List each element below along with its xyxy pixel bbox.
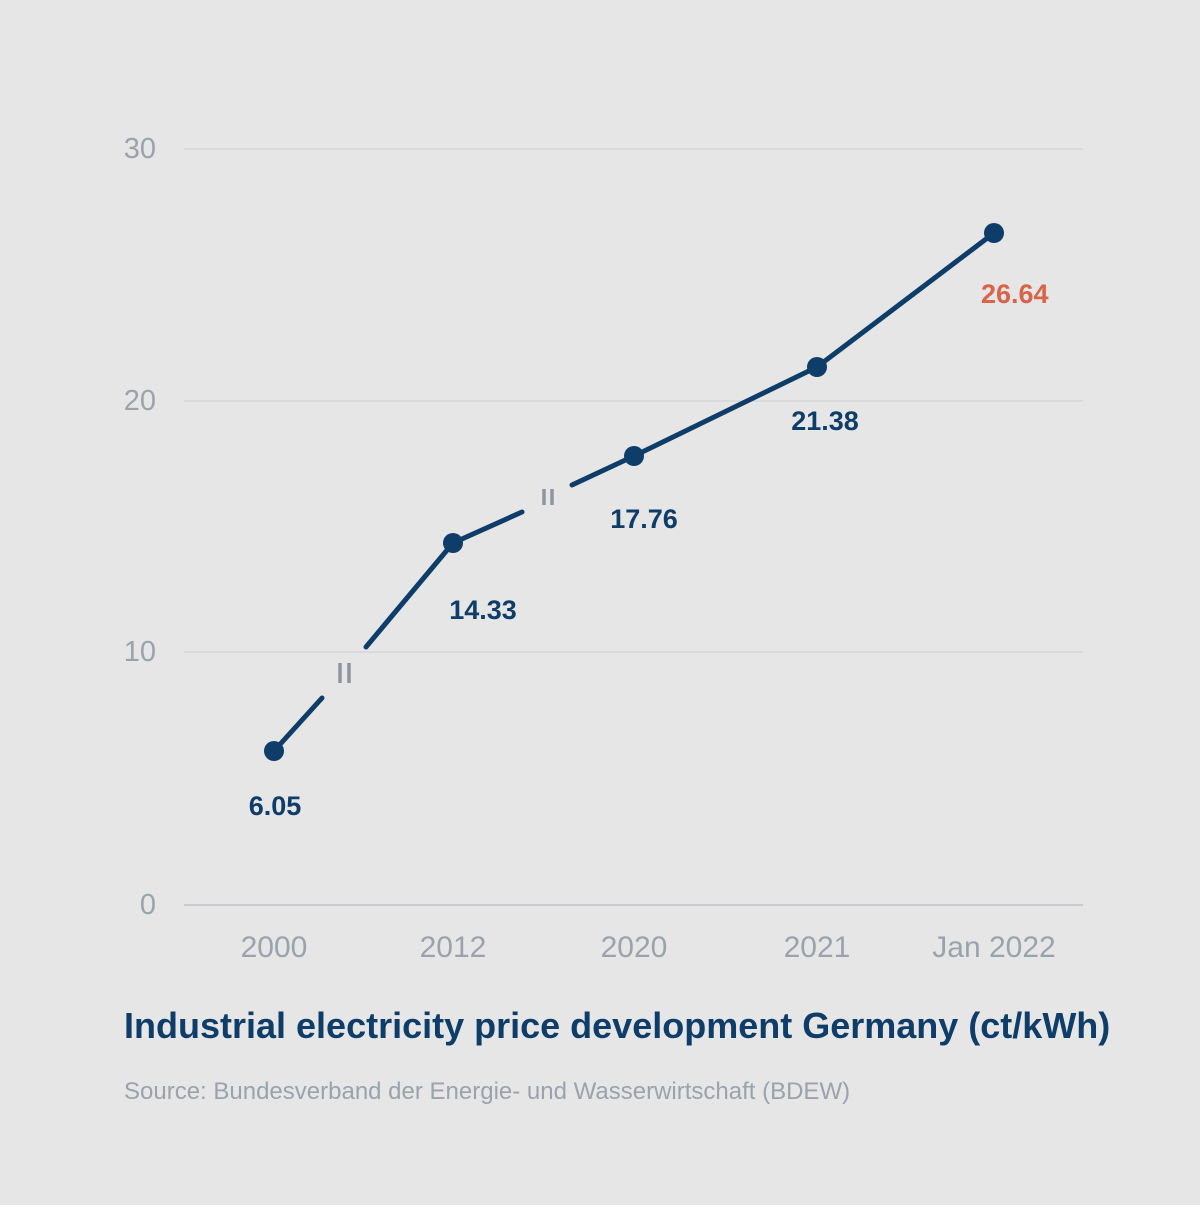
svg-text:Source: Bundesverband der Ener: Source: Bundesverband der Energie- und W…	[124, 1078, 850, 1105]
svg-text:20: 20	[124, 385, 156, 417]
svg-text:26.64: 26.64	[981, 279, 1049, 309]
svg-text:17.76: 17.76	[610, 504, 678, 534]
svg-text:14.33: 14.33	[449, 595, 517, 625]
svg-text:2021: 2021	[784, 931, 851, 964]
svg-text:30: 30	[124, 133, 156, 165]
svg-text:2012: 2012	[420, 931, 487, 964]
svg-text:6.05: 6.05	[249, 791, 302, 821]
svg-text:2000: 2000	[241, 931, 308, 964]
svg-text:10: 10	[124, 636, 156, 668]
svg-text:21.38: 21.38	[791, 406, 859, 436]
svg-text:Jan 2022: Jan 2022	[932, 931, 1055, 964]
svg-text:2020: 2020	[601, 931, 668, 964]
svg-text:Industrial electricity price d: Industrial electricity price development…	[124, 1005, 1110, 1046]
svg-text:0: 0	[140, 889, 156, 921]
